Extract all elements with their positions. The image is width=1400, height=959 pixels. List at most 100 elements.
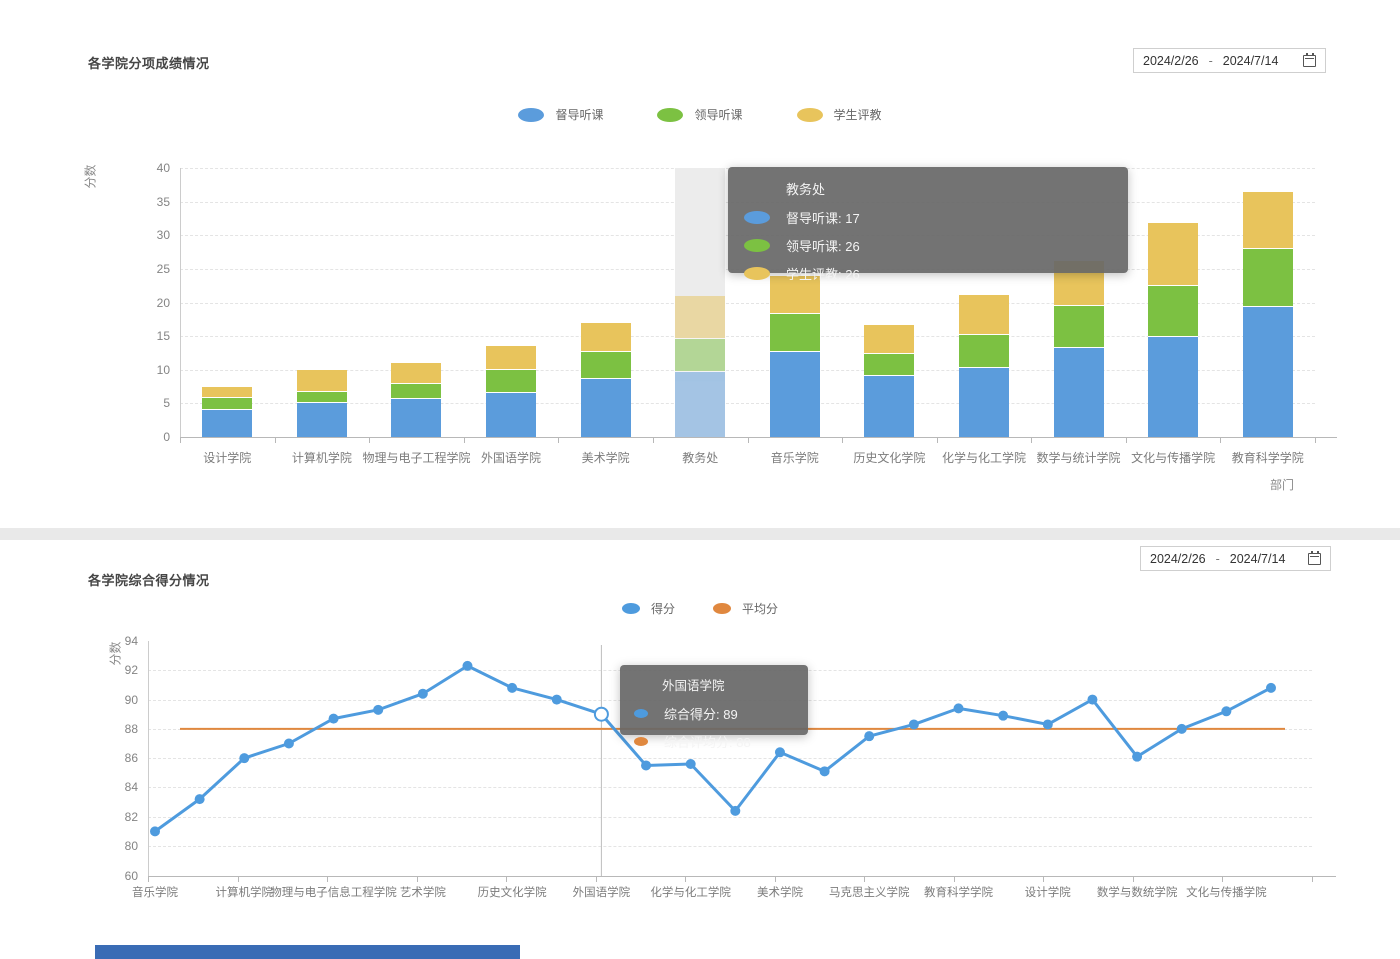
date-range-picker-2[interactable]: 2024/2/26 - 2024/7/14 bbox=[1140, 546, 1331, 571]
bar-segment-督导听课[interactable] bbox=[769, 352, 820, 437]
data-point[interactable] bbox=[1087, 694, 1098, 705]
bar-segment-督导听课[interactable] bbox=[1053, 348, 1104, 437]
bar-segment-学生评教[interactable] bbox=[1242, 191, 1293, 249]
start-date[interactable]: 2024/2/26 bbox=[1150, 551, 1206, 566]
bar-segment-督导听课[interactable] bbox=[486, 393, 537, 437]
tooltip-row: 督导听课: 17 bbox=[744, 208, 1112, 227]
bar-segment-领导听课[interactable] bbox=[486, 369, 537, 394]
bar-segment-督导听课[interactable] bbox=[1148, 337, 1199, 437]
bar-segment-督导听课[interactable] bbox=[675, 371, 726, 437]
data-point[interactable] bbox=[864, 731, 875, 742]
bar-计算机学院[interactable] bbox=[296, 168, 347, 437]
bar-segment-领导听课[interactable] bbox=[958, 335, 1009, 369]
bar-segment-学生评教[interactable] bbox=[675, 295, 726, 339]
bar-美术学院[interactable] bbox=[580, 168, 631, 437]
bar-segment-学生评教[interactable] bbox=[580, 322, 631, 353]
y-gridline bbox=[148, 816, 1312, 818]
data-point[interactable] bbox=[417, 688, 428, 699]
data-point[interactable] bbox=[1042, 719, 1053, 730]
data-point[interactable] bbox=[819, 766, 830, 777]
legend-item-0[interactable]: 督导听课 bbox=[518, 106, 603, 123]
end-date[interactable]: 2024/7/14 bbox=[1229, 551, 1286, 566]
bar-历史文化学院[interactable] bbox=[864, 168, 915, 437]
bar-segment-领导听课[interactable] bbox=[675, 338, 726, 372]
legend-item-1[interactable]: 领导听课 bbox=[657, 106, 743, 123]
data-point[interactable] bbox=[462, 660, 473, 671]
legend-item-0[interactable]: 得分 bbox=[621, 600, 675, 617]
bar-教务处[interactable] bbox=[675, 168, 726, 437]
data-point[interactable] bbox=[283, 738, 294, 749]
bar-物理与电子工程学院[interactable] bbox=[391, 168, 442, 437]
bar-segment-领导听课[interactable] bbox=[864, 353, 915, 377]
bar-segment-学生评教[interactable] bbox=[391, 363, 442, 384]
data-point[interactable] bbox=[908, 719, 919, 730]
bar-segment-督导听课[interactable] bbox=[1242, 307, 1293, 437]
bar-segment-领导听课[interactable] bbox=[769, 313, 820, 353]
bar-文化与传播学院[interactable] bbox=[1148, 168, 1199, 437]
data-point[interactable] bbox=[953, 703, 964, 714]
bar-音乐学院[interactable] bbox=[769, 168, 820, 437]
data-point[interactable] bbox=[239, 753, 250, 764]
bar-segment-督导听课[interactable] bbox=[391, 398, 442, 437]
data-point[interactable] bbox=[730, 805, 741, 816]
data-point[interactable] bbox=[998, 710, 1009, 721]
calendar-icon[interactable] bbox=[1303, 52, 1316, 67]
x-axis-tick bbox=[953, 877, 955, 882]
bar-segment-督导听课[interactable] bbox=[864, 376, 915, 437]
bar-外国语学院[interactable] bbox=[486, 168, 537, 437]
data-point[interactable] bbox=[507, 682, 518, 693]
bar-segment-督导听课[interactable] bbox=[202, 410, 253, 437]
data-point[interactable] bbox=[328, 713, 339, 724]
bar-segment-领导听课[interactable] bbox=[1242, 248, 1293, 308]
start-date[interactable]: 2024/2/26 bbox=[1143, 53, 1199, 68]
bar-segment-督导听课[interactable] bbox=[296, 403, 347, 437]
data-point[interactable] bbox=[194, 794, 205, 805]
data-point-hovered[interactable] bbox=[593, 706, 609, 722]
date-range-picker-1[interactable]: 2024/2/26 - 2024/7/14 bbox=[1133, 48, 1326, 73]
end-date[interactable]: 2024/7/14 bbox=[1222, 53, 1279, 68]
y-axis-tick-label: 92 bbox=[124, 663, 138, 678]
data-point[interactable] bbox=[1132, 751, 1143, 762]
bar-segment-领导听课[interactable] bbox=[580, 352, 631, 380]
bar-segment-学生评教[interactable] bbox=[769, 276, 820, 314]
tooltip-text: 领导听课: 26 bbox=[786, 239, 860, 254]
bar-segment-领导听课[interactable] bbox=[1148, 285, 1199, 338]
data-point[interactable] bbox=[1221, 706, 1232, 717]
bar-segment-领导听课[interactable] bbox=[391, 383, 442, 399]
bar-segment-学生评教[interactable] bbox=[1148, 223, 1199, 286]
x-axis-label: 美术学院 bbox=[581, 451, 630, 465]
data-point[interactable] bbox=[685, 759, 696, 769]
bar-segment-学生评教[interactable] bbox=[486, 346, 537, 370]
data-point[interactable] bbox=[641, 760, 652, 771]
data-point[interactable] bbox=[551, 694, 562, 705]
data-point[interactable] bbox=[774, 747, 785, 758]
bar-segment-领导听课[interactable] bbox=[296, 391, 347, 404]
bottom-blue-bar bbox=[95, 945, 520, 959]
data-point[interactable] bbox=[373, 704, 384, 715]
x-axis-label: 历史文化学院 bbox=[477, 887, 547, 899]
bar-segment-督导听课[interactable] bbox=[958, 368, 1009, 437]
calendar-icon[interactable] bbox=[1308, 550, 1321, 565]
bar-segment-学生评教[interactable] bbox=[202, 386, 253, 398]
x-axis-tick bbox=[558, 438, 560, 443]
bar-教育科学学院[interactable] bbox=[1242, 168, 1293, 437]
bar-segment-领导听课[interactable] bbox=[202, 397, 253, 411]
bar-segment-学生评教[interactable] bbox=[296, 369, 347, 392]
legend-item-1[interactable]: 平均分 bbox=[713, 600, 778, 617]
legend-item-2[interactable]: 学生评教 bbox=[796, 106, 882, 123]
bar-化学与化工学院[interactable] bbox=[958, 168, 1009, 437]
data-point[interactable] bbox=[150, 826, 160, 837]
x-axis-label: 计算机学院 bbox=[215, 887, 274, 899]
bar-segment-学生评教[interactable] bbox=[958, 295, 1009, 336]
bar-segment-领导听课[interactable] bbox=[1053, 305, 1104, 349]
bar-数学与统计学院[interactable] bbox=[1053, 168, 1104, 437]
y-axis-tick-label: 82 bbox=[124, 809, 138, 824]
bar-segment-督导听课[interactable] bbox=[580, 379, 631, 437]
data-point[interactable] bbox=[1176, 723, 1187, 734]
bar-segment-学生评教[interactable] bbox=[864, 324, 915, 354]
bar-设计学院[interactable] bbox=[202, 168, 253, 437]
data-point[interactable] bbox=[1266, 682, 1276, 693]
x-axis-tick bbox=[148, 877, 149, 882]
x-axis-label: 文化与传播学院 bbox=[1186, 887, 1267, 899]
